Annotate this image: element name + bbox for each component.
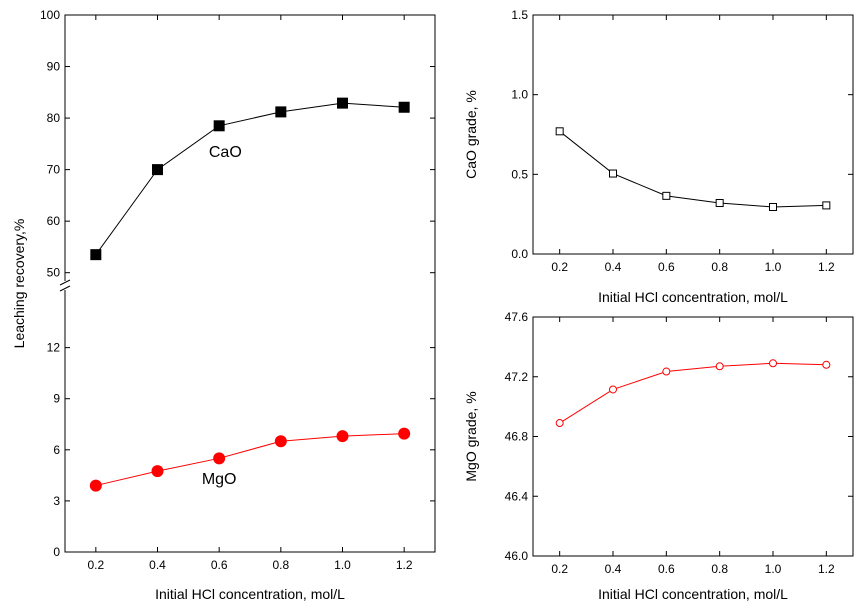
x-tick-label: 0.2: [87, 558, 104, 572]
data-point: [823, 202, 830, 209]
data-point: [663, 368, 670, 375]
x-tick-label: 1.2: [818, 562, 835, 576]
y-tick-label: 50: [47, 266, 61, 280]
x-tick-label: 0.2: [551, 260, 568, 274]
data-point: [556, 420, 563, 427]
y-tick-label: 47.6: [505, 310, 529, 324]
y-tick-label: 0.0: [511, 247, 528, 261]
y-tick-label: 0.5: [511, 167, 528, 181]
x-tick-label: 0.6: [211, 558, 228, 572]
x-tick-label: 1.0: [765, 562, 782, 576]
y-tick-label: 100: [40, 8, 60, 22]
x-axis-label: Initial HCl concentration, mol/L: [598, 289, 788, 305]
data-point: [610, 170, 617, 177]
series-line: [560, 363, 827, 423]
x-tick-label: 0.4: [605, 260, 622, 274]
data-point: [770, 203, 777, 210]
y-tick-label: 46.0: [505, 549, 529, 563]
data-point: [716, 200, 723, 207]
y-tick-label: 1.0: [511, 88, 528, 102]
data-point: [152, 164, 163, 175]
data-point: [90, 480, 102, 492]
y-tick-label: 60: [47, 214, 61, 228]
data-point: [275, 435, 287, 447]
data-point: [213, 452, 225, 464]
y-axis-label: Leaching recovery,%: [11, 219, 27, 349]
x-tick-label: 1.2: [396, 558, 413, 572]
y-axis-label: CaO grade, %: [463, 90, 479, 179]
data-point: [770, 360, 777, 367]
y-tick-label: 9: [53, 392, 60, 406]
y-axis-label: MgO grade, %: [463, 391, 479, 481]
series-line: [560, 131, 827, 207]
x-tick-label: 0.6: [658, 562, 675, 576]
plot-frame: [65, 15, 435, 552]
x-tick-label: 0.4: [149, 558, 166, 572]
y-tick-label: 6: [53, 443, 60, 457]
x-tick-label: 1.2: [818, 260, 835, 274]
data-point: [275, 106, 286, 117]
x-axis-label: Initial HCl concentration, mol/L: [598, 586, 788, 602]
data-point: [214, 120, 225, 131]
y-tick-label: 0: [53, 545, 60, 559]
data-point: [398, 428, 410, 440]
data-point: [337, 98, 348, 109]
plot-frame: [533, 317, 853, 556]
data-point: [152, 465, 164, 477]
y-tick-label: 47.2: [505, 370, 529, 384]
y-tick-label: 46.4: [505, 489, 529, 503]
x-tick-label: 0.6: [658, 260, 675, 274]
data-point: [556, 128, 563, 135]
y-tick-label: 90: [47, 60, 61, 74]
y-tick-label: 80: [47, 111, 61, 125]
x-tick-label: 0.8: [711, 562, 728, 576]
data-point: [337, 430, 349, 442]
data-point: [716, 363, 723, 370]
x-tick-label: 0.4: [605, 562, 622, 576]
data-point: [399, 102, 410, 113]
y-tick-label: 1.5: [511, 8, 528, 22]
y-tick-label: 46.8: [505, 430, 529, 444]
series-line: [96, 434, 404, 486]
data-point: [823, 361, 830, 368]
plot-frame: [533, 15, 853, 254]
data-point: [90, 249, 101, 260]
x-tick-label: 1.0: [765, 260, 782, 274]
series-annotation: CaO: [209, 144, 242, 161]
data-point: [610, 386, 617, 393]
x-tick-label: 0.8: [711, 260, 728, 274]
y-tick-label: 12: [47, 341, 61, 355]
series-line: [96, 103, 404, 255]
x-tick-label: 0.8: [272, 558, 289, 572]
x-axis-label: Initial HCl concentration, mol/L: [155, 586, 345, 602]
y-tick-label: 3: [53, 494, 60, 508]
x-tick-label: 0.2: [551, 562, 568, 576]
data-point: [663, 192, 670, 199]
y-tick-label: 70: [47, 163, 61, 177]
series-annotation: MgO: [202, 471, 237, 488]
x-tick-label: 1.0: [334, 558, 351, 572]
